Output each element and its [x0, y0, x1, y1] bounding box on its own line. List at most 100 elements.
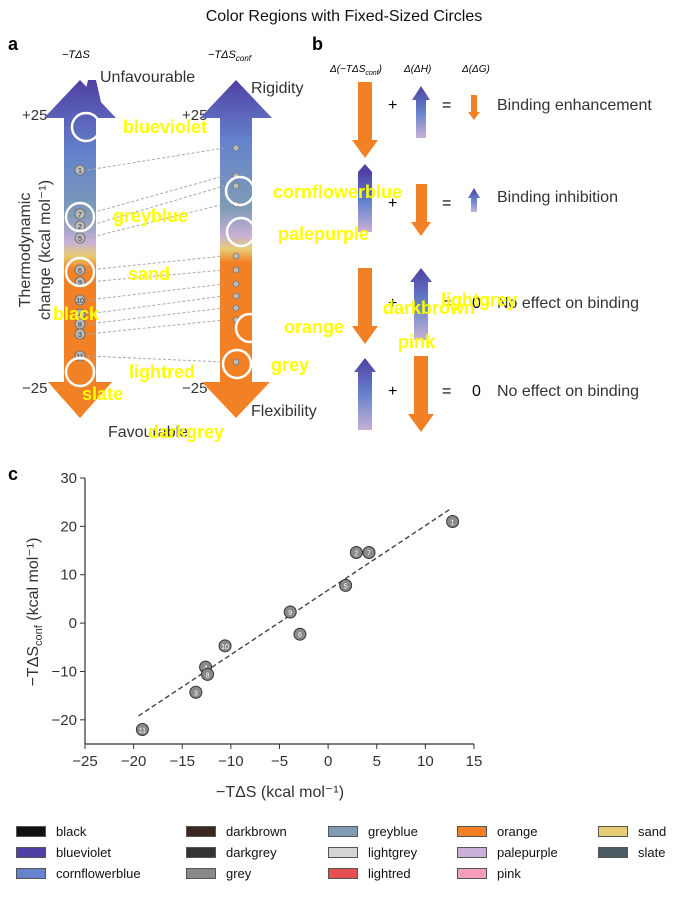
left-marker-label: 2 — [78, 224, 82, 231]
row1-arrow3 — [468, 95, 480, 120]
overlay-sand: sand — [128, 264, 170, 284]
left-marker-label: 3 — [78, 332, 82, 339]
legend-swatch — [16, 847, 46, 858]
legend-item-greyblue: greyblue — [328, 824, 418, 839]
region-circle-grey — [221, 348, 253, 380]
svg-text:change (kcal mol⁻¹): change (kcal mol⁻¹) — [37, 180, 54, 320]
x-tick-label: −20 — [121, 753, 146, 770]
legend-item-slate: slate — [598, 845, 665, 860]
overlay-lightred: lightred — [129, 362, 195, 382]
marker-connectors — [87, 147, 225, 363]
overlay-labels: blueviolet greyblue sand black lightred … — [53, 117, 517, 442]
scatter-point: 1 — [446, 515, 460, 529]
x-tick-label: −25 — [72, 753, 97, 770]
y-tick-label: 0 — [69, 615, 77, 632]
right-marker-dot — [232, 358, 240, 366]
region-circles — [64, 111, 266, 388]
legend-label: blueviolet — [56, 845, 111, 860]
region-circle-slate — [64, 356, 96, 388]
minus25-right: −25 — [182, 380, 207, 397]
svg-text:+: + — [388, 295, 397, 312]
legend-label: grey — [226, 866, 252, 881]
rigidity-label: Rigidity — [251, 80, 303, 97]
panel-a-letter: a — [8, 34, 19, 54]
panel-b-row-2: + = Binding inhibition — [358, 164, 618, 236]
region-circle-greyblue — [64, 201, 96, 233]
svg-text:+: + — [388, 97, 397, 114]
legend-swatch — [598, 847, 628, 858]
left-marker-label: 6 — [78, 268, 82, 275]
legend-label: slate — [638, 845, 666, 860]
left-marker-label: 5 — [78, 236, 82, 243]
x-tick-label: 10 — [417, 753, 434, 770]
scatter-point-marker — [293, 627, 307, 641]
y-tick-label: 20 — [60, 518, 77, 535]
col2-header: −TΔSconf — [208, 49, 252, 63]
right-marker-dot — [232, 252, 240, 260]
x-ticks: −25 −20 −15 −10 −5 0 5 10 15 — [72, 744, 482, 770]
legend-item-sand: sand — [598, 824, 666, 839]
overlay-orange: orange — [284, 317, 344, 337]
row2-label: Binding inhibition — [497, 189, 618, 206]
legend-swatch — [186, 868, 216, 879]
overlay-blueviolet: blueviolet — [123, 117, 207, 137]
left-marker-dot — [74, 264, 86, 276]
y-tick-label: 30 — [60, 470, 77, 487]
panel-b-row-1: + = Binding enhancement — [352, 82, 652, 158]
panel-a-ylabel: Thermodynamic change (kcal mol⁻¹) — [17, 180, 54, 320]
right-marker-dot — [232, 292, 240, 300]
scatter-point: 2 — [349, 545, 363, 559]
scatter-point-label: 10 — [221, 644, 229, 651]
connector-line — [87, 175, 225, 215]
svg-text:=: = — [442, 195, 451, 212]
legend-item-lightgrey: lightgrey — [328, 845, 417, 860]
row3-arrow2 — [410, 268, 432, 340]
legend-label: darkgrey — [226, 845, 277, 860]
svg-text:=: = — [442, 97, 451, 114]
x-tick-label: −5 — [271, 753, 288, 770]
left-marker-label: 1 — [78, 168, 82, 175]
legend-swatch — [457, 847, 487, 858]
x-axis-label: −TΔS (kcal mol⁻¹) — [216, 784, 344, 801]
x-tick-label: 5 — [373, 753, 381, 770]
figure-title: Color Regions with Fixed-Sized Circles — [205, 8, 483, 25]
scatter-point-label: 7 — [367, 550, 371, 557]
favourable-label: Favourable — [108, 424, 188, 441]
overlay-black: black — [53, 304, 100, 324]
legend-label: sand — [638, 824, 667, 839]
panel-b-header2: Δ(ΔH) — [403, 64, 431, 75]
legend-label: palepurple — [497, 845, 558, 860]
overlay-grey: grey — [271, 355, 309, 375]
left-marker-dot — [74, 328, 86, 340]
legend-label: cornflowerblue — [56, 866, 141, 881]
legend-item-darkgrey: darkgrey — [186, 845, 277, 860]
minus25-left: −25 — [22, 380, 47, 397]
left-marker-label: 7 — [78, 212, 82, 219]
panel-b-row-4: + = 0 No effect on binding — [354, 356, 639, 432]
panel-b-row-3: + = 0 No effect on binding — [352, 268, 639, 344]
legend-swatch — [328, 847, 358, 858]
scatter-point-marker — [362, 545, 376, 559]
left-marker-label: 4 — [78, 312, 82, 319]
legend-swatch — [598, 826, 628, 837]
scatter-point-label: 1 — [451, 520, 455, 527]
connector-line — [87, 283, 225, 301]
legend-label: lightred — [368, 866, 411, 881]
left-marker-dot — [74, 164, 86, 176]
legend-item-grey: grey — [186, 866, 251, 881]
legend-item-cornflowerblue: cornflowerblue — [16, 866, 141, 881]
legend-swatch — [328, 826, 358, 837]
row2-arrow1 — [358, 172, 372, 232]
overlay-darkgrey: darkgrey — [148, 422, 224, 442]
flexibility-label: Flexibility — [251, 403, 317, 420]
connector-line — [87, 319, 225, 335]
legend-swatch — [328, 868, 358, 879]
right-arrow-markers — [232, 144, 240, 366]
right-marker-dot — [232, 144, 240, 152]
scatter-point-label: 5 — [344, 583, 348, 590]
legend-swatch — [186, 847, 216, 858]
overlay-cornflowerblue: cornflowerblue — [273, 182, 402, 202]
scatter-point: 7 — [362, 545, 376, 559]
